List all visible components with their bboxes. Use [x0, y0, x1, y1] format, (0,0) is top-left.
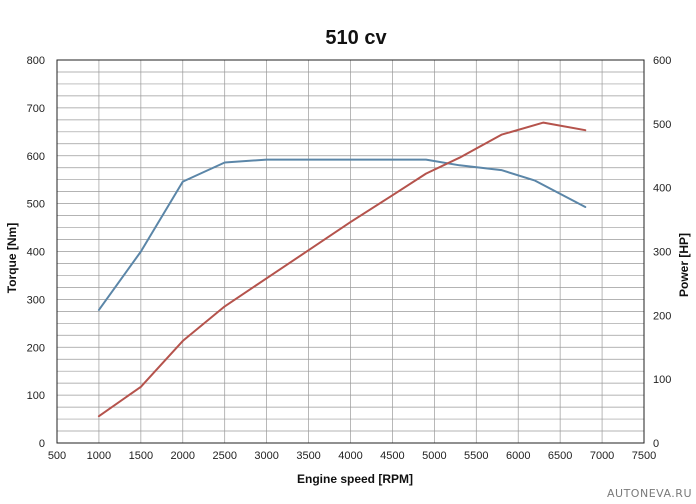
y-tick-label: 100: [27, 390, 45, 402]
watermark: AUTONEVA.RU: [607, 487, 692, 500]
y-axis-label: Torque [Nm]: [5, 223, 19, 293]
x-tick-labels: 500 1000 1500 2000 2500 3000 3500 4000 4500 5000 5…: [48, 450, 656, 462]
y2-tick-label: 100: [653, 374, 671, 386]
y2-tick-label: 600: [653, 55, 671, 67]
plot-frame: [56, 59, 645, 444]
y-tick-label: 400: [27, 247, 45, 259]
y-tick-labels: 0 100 200 300 400 500 600 700 800: [27, 55, 45, 450]
x-tick-label: 1000: [87, 450, 111, 462]
x-tick-label: 2500: [212, 450, 236, 462]
x-tick-label: 1500: [129, 450, 153, 462]
x-tick-label: 4500: [380, 450, 404, 462]
y-tick-label: 600: [27, 151, 45, 163]
x-tick-label: 500: [48, 450, 66, 462]
power-curve: [97, 121, 587, 418]
x-tick-label: 6500: [548, 450, 572, 462]
x-tick-label: 5000: [422, 450, 446, 462]
grid-lines: [57, 60, 644, 443]
x-tick-label: 3000: [254, 450, 278, 462]
y-tick-label: 500: [27, 199, 45, 211]
torque-curve: [97, 158, 587, 311]
y2-tick-label: 500: [653, 119, 671, 131]
x-tick-label: 4000: [338, 450, 362, 462]
x-tick-label: 6000: [506, 450, 530, 462]
y2-tick-label: 200: [653, 310, 671, 322]
y-tick-label: 200: [27, 342, 45, 354]
y-tick-label: 700: [27, 103, 45, 115]
y2-tick-label: 400: [653, 183, 671, 195]
chart-title: 510 cv: [325, 27, 387, 49]
y2-tick-labels: 0 100 200 300 400 500 600: [653, 55, 671, 450]
y2-axis-label: Power [HP]: [677, 233, 691, 297]
x-tick-label: 7500: [632, 450, 656, 462]
x-tick-label: 2000: [171, 450, 195, 462]
x-tick-label: 3500: [296, 450, 320, 462]
series-layer: [97, 121, 587, 418]
x-tick-label: 5500: [464, 450, 488, 462]
y2-tick-label: 0: [653, 438, 659, 450]
y-tick-label: 0: [39, 438, 45, 450]
y2-tick-label: 300: [653, 247, 671, 259]
y-tick-label: 800: [27, 55, 45, 67]
x-tick-label: 7000: [590, 450, 614, 462]
y-tick-label: 300: [27, 294, 45, 306]
x-axis-label: Engine speed [RPM]: [297, 472, 413, 486]
